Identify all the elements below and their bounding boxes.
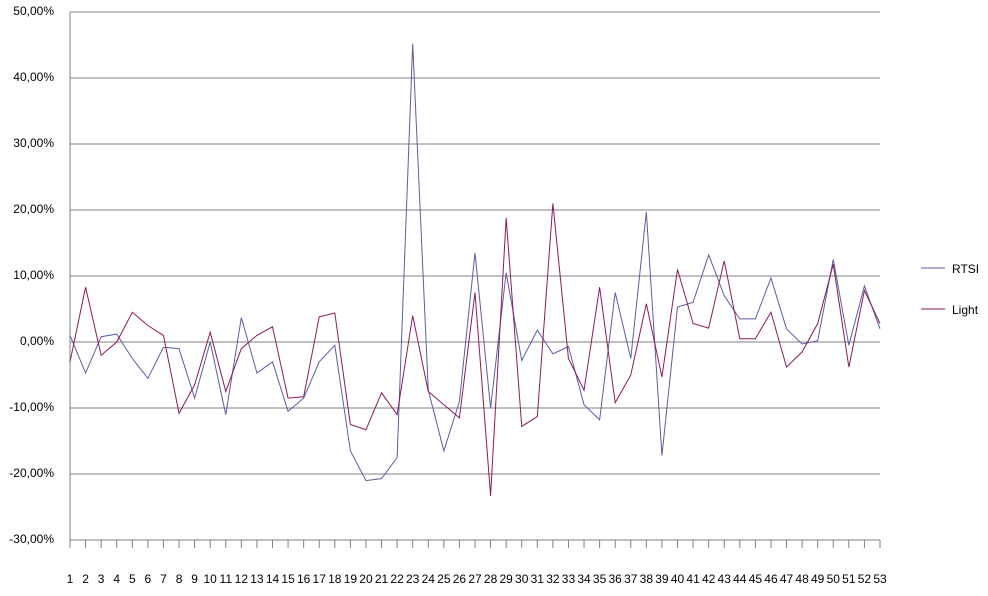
x-tick-label: 31 — [531, 572, 545, 586]
x-tick-label: 45 — [749, 572, 763, 586]
x-tick-label: 22 — [390, 572, 404, 586]
y-tick-label: 30,00% — [13, 136, 54, 150]
x-tick-label: 49 — [811, 572, 825, 586]
x-tick-label: 33 — [562, 572, 576, 586]
y-tick-label: 0,00% — [20, 334, 54, 348]
x-tick-label: 4 — [113, 572, 120, 586]
y-tick-label: 50,00% — [13, 4, 54, 18]
x-tick-label: 26 — [453, 572, 467, 586]
x-tick-label: 37 — [624, 572, 638, 586]
x-tick-label: 48 — [795, 572, 809, 586]
x-tick-label: 40 — [671, 572, 685, 586]
x-tick-label: 19 — [344, 572, 358, 586]
x-tick-label: 30 — [515, 572, 529, 586]
x-tick-label: 12 — [235, 572, 249, 586]
x-tick-label: 39 — [655, 572, 669, 586]
x-tick-label: 41 — [686, 572, 700, 586]
x-tick-label: 24 — [422, 572, 436, 586]
x-tick-label: 11 — [220, 572, 233, 586]
x-tick-label: 38 — [640, 572, 654, 586]
x-tick-label: 34 — [577, 572, 591, 586]
x-tick-label: 42 — [702, 572, 716, 586]
x-tick-label: 28 — [484, 572, 498, 586]
x-tick-label: 3 — [98, 572, 105, 586]
y-tick-label: 20,00% — [13, 202, 54, 216]
x-tick-label: 8 — [176, 572, 183, 586]
x-tick-label: 36 — [609, 572, 623, 586]
x-tick-label: 51 — [842, 572, 856, 586]
y-tick-label: 10,00% — [13, 268, 54, 282]
x-tick-label: 27 — [468, 572, 482, 586]
x-tick-label: 2 — [82, 572, 89, 586]
x-tick-label: 15 — [281, 572, 295, 586]
series-line — [69, 43, 881, 482]
series-line — [69, 203, 881, 496]
x-tick-label: 44 — [733, 572, 747, 586]
x-tick-label: 47 — [780, 572, 794, 586]
x-tick-label: 13 — [250, 572, 264, 586]
x-tick-label: 16 — [297, 572, 311, 586]
x-tick-label: 9 — [191, 572, 198, 586]
y-tick-label: -20,00% — [9, 466, 54, 480]
x-tick-label: 14 — [266, 572, 280, 586]
x-tick-label: 1 — [67, 572, 74, 586]
x-tick-label: 43 — [718, 572, 732, 586]
x-tick-label: 10 — [204, 572, 218, 586]
legend-label: Light — [952, 303, 979, 317]
y-tick-label: -30,00% — [9, 532, 54, 546]
x-tick-label: 35 — [593, 572, 607, 586]
x-tick-label: 23 — [406, 572, 420, 586]
x-tick-label: 17 — [313, 572, 327, 586]
x-tick-label: 20 — [359, 572, 373, 586]
x-tick-label: 18 — [328, 572, 342, 586]
x-tick-label: 52 — [858, 572, 872, 586]
x-tick-label: 32 — [546, 572, 560, 586]
legend-label: RTSI — [952, 262, 979, 276]
x-tick-label: 21 — [375, 572, 389, 586]
x-tick-label: 29 — [499, 572, 513, 586]
x-tick-label: 5 — [129, 572, 136, 586]
y-tick-label: 40,00% — [13, 70, 54, 84]
x-tick-label: 7 — [160, 572, 167, 586]
x-tick-label: 50 — [827, 572, 841, 586]
x-tick-label: 53 — [873, 572, 887, 586]
y-tick-label: -10,00% — [9, 400, 54, 414]
x-tick-label: 46 — [764, 572, 778, 586]
x-tick-label: 25 — [437, 572, 451, 586]
x-tick-label: 6 — [145, 572, 152, 586]
